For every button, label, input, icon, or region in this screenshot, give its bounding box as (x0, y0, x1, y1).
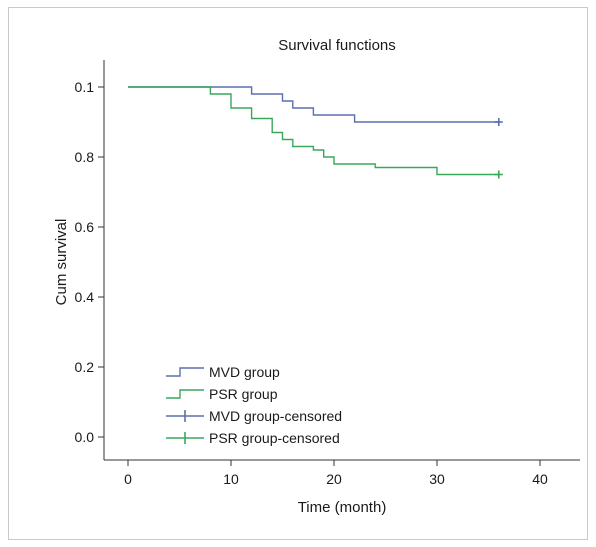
axes (103, 60, 580, 461)
legend-swatch-mvd (166, 367, 204, 377)
series-layer (128, 86, 503, 179)
y-tick-label: 0.6 (75, 219, 95, 235)
legend-label: MVD group (209, 364, 280, 380)
y-tick-label: 0.1 (75, 79, 95, 95)
x-axis-ticks: 0 10 20 30 40 (124, 460, 548, 487)
chart-frame (8, 7, 588, 540)
y-tick-label: 0.2 (75, 359, 95, 375)
x-tick-label: 30 (429, 471, 445, 487)
y-axis-ticks: 0.0 0.2 0.4 0.6 0.8 0.1 (75, 79, 104, 445)
x-tick-label: 10 (223, 471, 239, 487)
y-axis-label: Cum survival (53, 219, 70, 306)
legend: MVD group PSR group MVD group-censored PSR … (166, 364, 342, 446)
x-axis-label: Time (month) (298, 499, 387, 516)
x-tick-label: 0 (124, 471, 132, 487)
legend-label: MVD group-censored (209, 408, 342, 424)
series-line-mvd (128, 86, 499, 123)
x-tick-label: 40 (532, 471, 548, 487)
legend-swatch-psr (166, 389, 204, 399)
y-tick-label: 0.4 (75, 289, 95, 305)
series-line-psr (128, 86, 499, 176)
y-tick-label: 0.0 (75, 429, 95, 445)
y-tick-label: 0.8 (75, 149, 95, 165)
legend-label: PSR group-censored (209, 430, 340, 446)
legend-label: PSR group (209, 386, 278, 402)
x-tick-label: 20 (326, 471, 342, 487)
chart-title: Survival functions (278, 37, 396, 54)
